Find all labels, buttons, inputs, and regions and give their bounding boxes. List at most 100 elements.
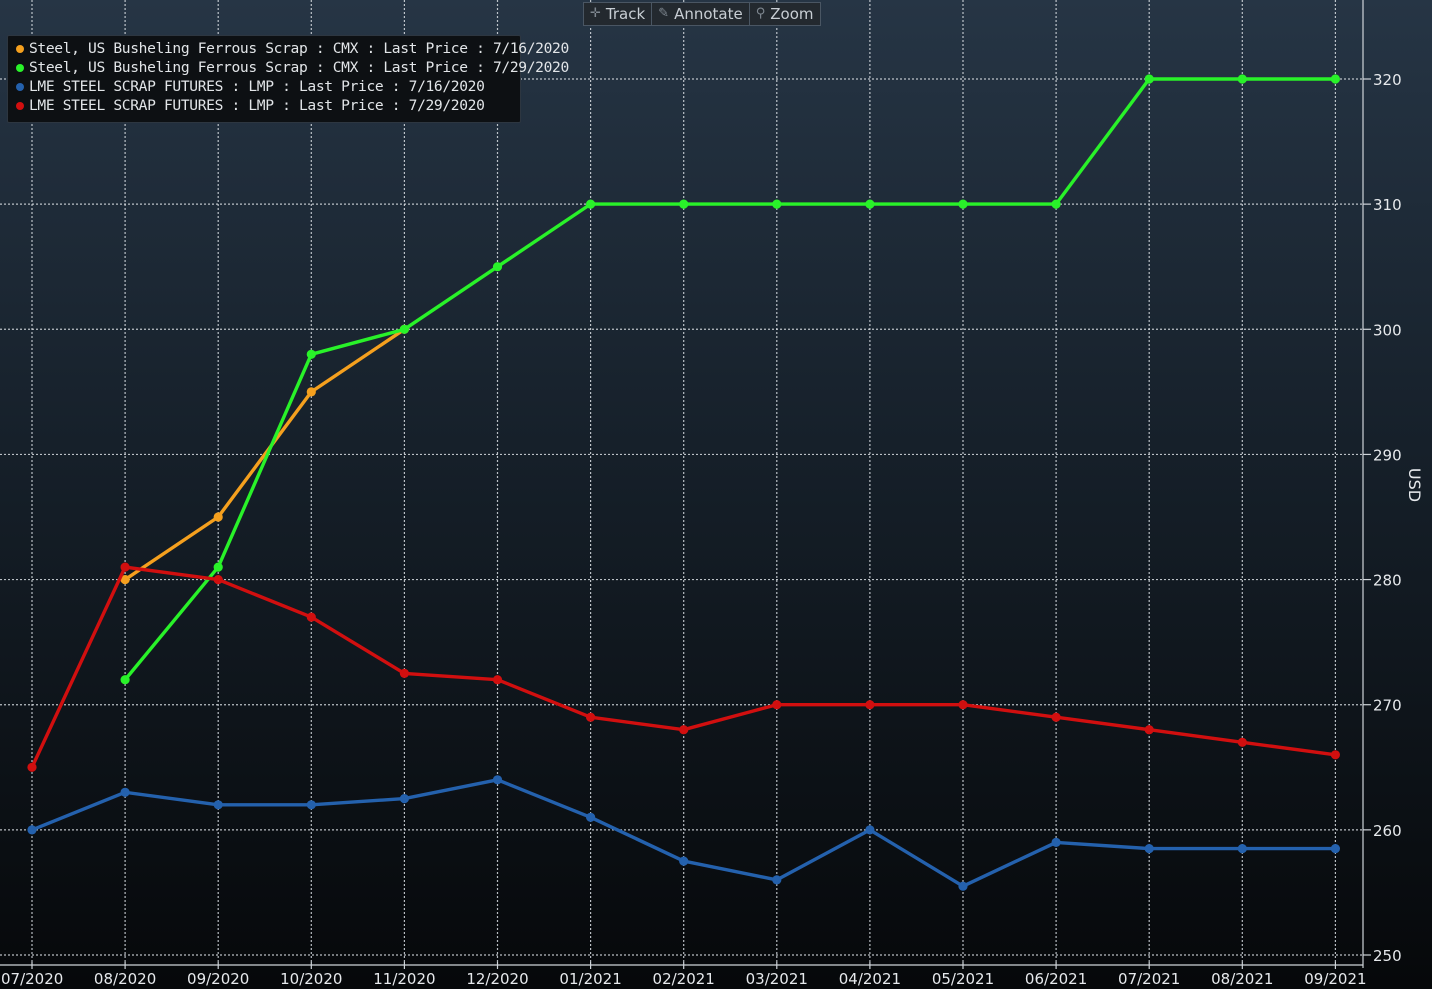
data-point[interactable] xyxy=(306,612,316,622)
data-point[interactable] xyxy=(679,199,689,209)
track-label: Track xyxy=(605,5,646,23)
series-lines xyxy=(27,74,1340,891)
pencil-icon: ✎ xyxy=(658,6,670,21)
legend-label: LME STEEL SCRAP FUTURES : LMP : Last Pri… xyxy=(29,97,485,114)
x-tick-label: 06/2021 xyxy=(1025,970,1087,988)
data-point[interactable] xyxy=(1330,750,1340,760)
axes xyxy=(0,0,1371,969)
data-point[interactable] xyxy=(399,794,409,804)
y-tick-label: 310 xyxy=(1373,196,1402,214)
legend-swatch xyxy=(16,82,24,91)
x-tick-label: 08/2020 xyxy=(94,970,156,988)
x-tick-label: 02/2021 xyxy=(653,970,715,988)
y-tick-label: 260 xyxy=(1373,822,1402,840)
data-point[interactable] xyxy=(772,875,782,885)
data-point[interactable] xyxy=(1051,837,1061,848)
legend-label: Steel, US Busheling Ferrous Scrap : CMX … xyxy=(29,40,569,57)
y-tick-label: 280 xyxy=(1373,572,1402,590)
x-tick-label: 07/2020 xyxy=(1,970,63,988)
data-point[interactable] xyxy=(27,762,37,772)
legend-item-green[interactable]: Steel, US Busheling Ferrous Scrap : CMX … xyxy=(16,58,569,77)
x-tick-label: 08/2021 xyxy=(1211,970,1273,988)
data-point[interactable] xyxy=(492,775,503,785)
legend-item-red[interactable]: LME STEEL SCRAP FUTURES : LMP : Last Pri… xyxy=(16,96,520,115)
data-point[interactable] xyxy=(679,725,689,735)
data-point[interactable] xyxy=(958,700,968,710)
data-point[interactable] xyxy=(586,812,596,822)
x-tick-label: 12/2020 xyxy=(466,970,528,988)
data-point[interactable] xyxy=(1144,725,1154,735)
series-line-1 xyxy=(123,77,1338,682)
data-point[interactable] xyxy=(958,881,968,891)
data-point[interactable] xyxy=(865,199,875,209)
series-line-0 xyxy=(123,327,407,582)
data-point[interactable] xyxy=(306,387,316,397)
data-point[interactable] xyxy=(958,199,968,209)
y-tick-label: 290 xyxy=(1373,446,1402,464)
data-point[interactable] xyxy=(679,856,689,866)
zoom-button[interactable]: ⚲ Zoom xyxy=(750,3,820,25)
x-tick-label: 11/2020 xyxy=(373,970,435,988)
data-point[interactable] xyxy=(1330,74,1340,84)
grid-lines xyxy=(0,0,1363,962)
data-point[interactable] xyxy=(213,575,223,585)
x-tick-label: 01/2021 xyxy=(559,970,621,988)
y-tick-label: 270 xyxy=(1373,697,1402,715)
data-point[interactable] xyxy=(27,825,37,835)
data-point[interactable] xyxy=(1237,844,1247,854)
data-point[interactable] xyxy=(213,562,223,572)
annotate-button[interactable]: ✎ Annotate xyxy=(652,3,750,25)
annotate-label: Annotate xyxy=(674,5,743,23)
x-tick-label: 09/2021 xyxy=(1304,970,1366,988)
data-point[interactable] xyxy=(306,800,316,810)
legend-label: Steel, US Busheling Ferrous Scrap : CMX … xyxy=(29,59,569,76)
legend-swatch xyxy=(16,44,24,53)
data-point[interactable] xyxy=(772,700,782,710)
y-axis-title: USD xyxy=(1405,468,1424,502)
legend-swatch xyxy=(16,101,24,110)
data-point[interactable] xyxy=(1144,74,1154,84)
data-point[interactable] xyxy=(1237,737,1247,747)
data-point[interactable] xyxy=(120,575,130,585)
y-tick-label: 300 xyxy=(1373,321,1402,339)
data-point[interactable] xyxy=(306,349,316,359)
data-point[interactable] xyxy=(586,199,596,209)
data-point[interactable] xyxy=(120,562,130,572)
track-button[interactable]: ✛ Track xyxy=(584,3,653,25)
legend-label: LME STEEL SCRAP FUTURES : LMP : Last Pri… xyxy=(29,78,485,95)
x-tick-label: 03/2021 xyxy=(746,970,808,988)
data-point[interactable] xyxy=(865,700,875,710)
data-point[interactable] xyxy=(120,675,130,685)
data-point[interactable] xyxy=(1330,844,1340,854)
data-point[interactable] xyxy=(120,787,130,797)
data-point[interactable] xyxy=(865,825,875,835)
y-tick-label: 320 xyxy=(1373,71,1402,89)
data-point[interactable] xyxy=(1051,712,1061,722)
data-point[interactable] xyxy=(492,675,503,685)
x-tick-label: 05/2021 xyxy=(932,970,994,988)
data-point[interactable] xyxy=(399,668,409,679)
data-point[interactable] xyxy=(1051,199,1061,209)
data-point[interactable] xyxy=(1237,74,1247,84)
data-point[interactable] xyxy=(492,262,503,272)
x-tick-label: 10/2020 xyxy=(280,970,342,988)
y-tick-label: 250 xyxy=(1373,947,1402,965)
tick-labels: 250 260 270 280 290 300 310 320 07/2020 08/2020 09… xyxy=(1,71,1424,988)
x-tick-label: 07/2021 xyxy=(1118,970,1180,988)
data-point[interactable] xyxy=(1144,844,1154,854)
data-point[interactable] xyxy=(399,324,409,334)
legend-item-orange[interactable]: Steel, US Busheling Ferrous Scrap : CMX … xyxy=(16,39,569,58)
chart-toolbar: ✛ Track ✎ Annotate ⚲ Zoom xyxy=(583,2,821,26)
data-point[interactable] xyxy=(213,512,223,522)
x-tick-label: 09/2020 xyxy=(187,970,249,988)
zoom-label: Zoom xyxy=(770,5,814,23)
crosshair-icon: ✛ xyxy=(590,6,601,21)
legend-item-blue[interactable]: LME STEEL SCRAP FUTURES : LMP : Last Pri… xyxy=(16,77,520,96)
legend-swatch xyxy=(16,63,24,72)
x-tick-label: 04/2021 xyxy=(839,970,901,988)
data-point[interactable] xyxy=(772,199,782,209)
data-point[interactable] xyxy=(586,712,596,722)
data-point[interactable] xyxy=(213,800,223,810)
magnifier-icon: ⚲ xyxy=(755,6,766,21)
